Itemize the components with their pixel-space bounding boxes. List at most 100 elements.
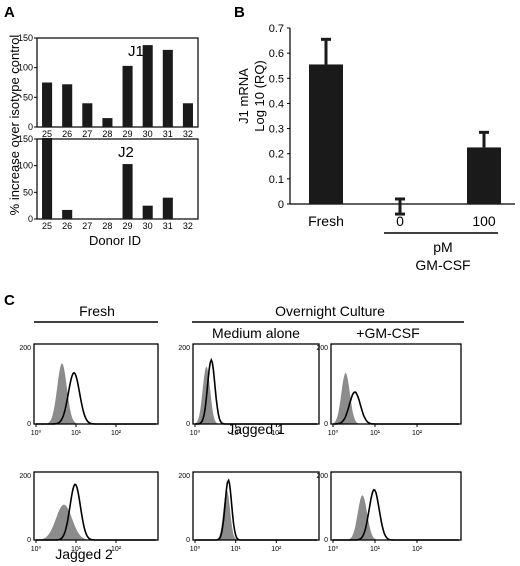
panel-a-j1-x-tick-label: 29	[123, 129, 133, 139]
histogram-x-tick-label: 10⁰	[31, 545, 42, 553]
outline-stain-histogram	[333, 488, 459, 541]
panel-a-j1-x-tick-label: 32	[183, 129, 193, 139]
panel-c-headers: Fresh Overnight Culture Medium alone +GM…	[34, 303, 464, 562]
panel-a-j2-bar	[142, 205, 153, 219]
histogram-x-tick-label: 10¹	[370, 546, 381, 553]
panel-a-j1-x-tick-label: 31	[163, 129, 173, 139]
panel-a-j2-bar	[122, 164, 133, 219]
histogram-x-tick-label: 10²	[271, 430, 282, 437]
panel-a-j1-bar	[82, 103, 93, 127]
panel-a-j2-y-tick-label: 50	[23, 187, 33, 197]
histogram-y-max-label: 200	[19, 473, 31, 480]
filled-isotype-histogram	[195, 366, 317, 424]
histogram-frame	[192, 471, 320, 541]
histogram-frame	[330, 343, 462, 425]
panel-a: % increase over isotype control J1 0 50 10…	[7, 33, 199, 248]
histogram-frame	[330, 471, 462, 541]
panel-b-y-axis-label-line2: Log 10 (RQ)	[252, 60, 267, 132]
panel-a-j1-x-tick-label: 28	[102, 129, 112, 139]
panel-a-x-axis-label: Donor ID	[89, 233, 141, 248]
panel-b-group-label-line2: GM-CSF	[415, 257, 470, 273]
panel-a-j1-y-tick-label: 50	[23, 92, 33, 102]
histogram-x-tick-label: 10¹	[370, 430, 381, 437]
panel-a-j2-bar	[62, 209, 73, 219]
histogram-y-max-label: 200	[178, 345, 190, 352]
panel-a-j2-x-tick-label: 29	[123, 221, 133, 231]
histogram-x-tick-label: 10²	[412, 430, 423, 437]
histogram-x-tick-label: 10¹	[71, 430, 82, 437]
panel-a-j2-y-tick-label: 100	[18, 161, 33, 171]
histogram-x-tick-label: 10⁰	[190, 429, 201, 437]
histogram-y-max-label: 200	[316, 345, 328, 352]
panel-b-x-tick-label: 100	[472, 213, 496, 229]
panel-a-j1-bar	[182, 103, 193, 127]
panel-b-x-tick-label: Fresh	[308, 213, 344, 229]
histogram-x-tick-label: 10²	[111, 430, 122, 437]
filled-isotype-histogram	[36, 504, 156, 540]
medium-alone-label: Medium alone	[212, 325, 300, 341]
fresh-header: Fresh	[79, 303, 115, 319]
panel-a-j1-x-tick-label: 30	[143, 129, 153, 139]
histogram-x-tick-label: 10²	[271, 546, 282, 553]
panel-a-j2-x-tick-label: 27	[82, 221, 92, 231]
histogram-y-max-label: 200	[178, 473, 190, 480]
histogram-x-tick-label: 10⁰	[328, 545, 339, 553]
panel-a-j2-y-tick-label: 0	[28, 214, 33, 224]
panel-b-bar	[467, 147, 501, 204]
panel-a-j2-x-tick-label: 25	[42, 221, 52, 231]
panel-a-j2-x-tick-label: 30	[143, 221, 153, 231]
histogram-x-tick-label: 10⁰	[31, 429, 42, 437]
panel-b-y-axis-label-line1: J1 mRNA	[236, 68, 251, 124]
panel-a-j1-bar	[162, 49, 173, 127]
outline-stain-histogram	[195, 478, 317, 541]
panel-a-j2-x-tick-label: 32	[183, 221, 193, 231]
panel-b: J1 mRNA Log 10 (RQ) 00.10.20.30.40.50.60…	[236, 23, 515, 273]
filled-isotype-histogram	[36, 363, 156, 424]
panel-c-letter: C	[4, 292, 15, 309]
histogram-x-tick-label: 10¹	[71, 546, 82, 553]
jagged-1-label: Jagged 1	[227, 421, 285, 437]
panel-b-y-tick-label: 0.3	[269, 124, 284, 136]
histogram-y-zero-label: 0	[324, 421, 328, 428]
histogram-x-tick-label: 10⁰	[190, 545, 201, 553]
histogram-frame	[192, 343, 320, 425]
panel-a-y-axis-label: % increase over isotype control	[7, 35, 22, 216]
panel-a-j1-x-tick-label: 25	[42, 129, 52, 139]
overnight-header: Overnight Culture	[275, 303, 385, 319]
histogram-frame	[33, 343, 159, 425]
panel-b-y-tick-label: 0.6	[269, 48, 284, 60]
panel-b-letter: B	[234, 4, 245, 21]
histogram-y-zero-label: 0	[27, 537, 31, 544]
panel-a-j1-x-tick-label: 27	[82, 129, 92, 139]
panel-a-j2-y-tick-label: 150	[18, 134, 33, 144]
panel-a-j1-bar	[42, 82, 53, 127]
panel-b-y-tick-label: 0.7	[269, 23, 284, 35]
filled-isotype-histogram	[333, 495, 459, 540]
panel-a-letter: A	[4, 4, 15, 21]
panel-b-y-tick-label: 0	[278, 199, 284, 211]
panel-a-j2-bar	[42, 137, 53, 219]
panel-a-j1-bar	[62, 84, 73, 127]
panel-b-y-tick-label: 0.5	[269, 73, 284, 85]
panel-a-j2-x-tick-label: 28	[102, 221, 112, 231]
panel-a-j1-y-tick-label: 0	[28, 122, 33, 132]
panel-a-j1-x-tick-label: 26	[62, 129, 72, 139]
panel-b-plot: 0 0.1 0.2 0.3 0.4 0.5 0.6 0.7 Fresh 0 100 pM GM-CSF	[269, 23, 515, 273]
panel-a-j1-title: J1	[128, 43, 144, 60]
panel-a-j2-x-tick-label: 31	[163, 221, 173, 231]
histogram-frame	[33, 471, 159, 541]
panel-a-j1-y-tick-label: 150	[18, 33, 33, 43]
histogram-y-max-label: 200	[316, 473, 328, 480]
panel-a-j2-plot: J2 0 50 100 150 25 26 27 28 29 30 31 32	[18, 134, 199, 231]
histogram-y-zero-label: 0	[186, 421, 190, 428]
histogram-x-tick-label: 10²	[412, 546, 423, 553]
panel-a-j1-bar	[142, 45, 153, 128]
panel-b-group-label-line1: pM	[433, 239, 452, 255]
